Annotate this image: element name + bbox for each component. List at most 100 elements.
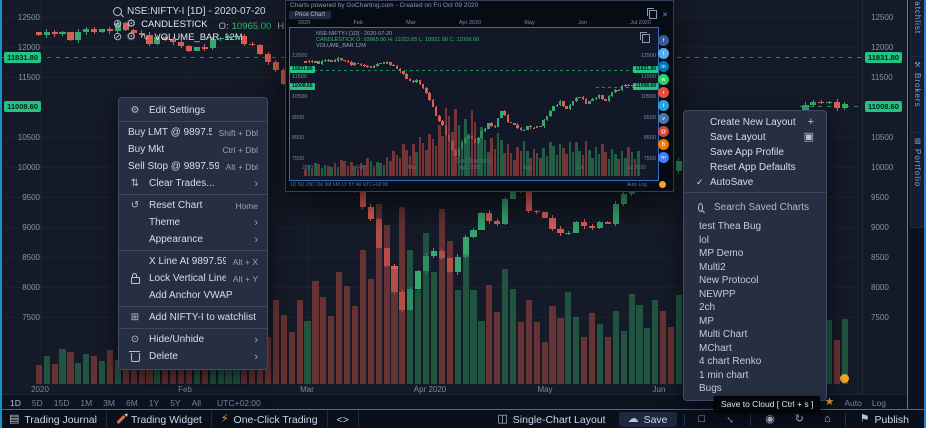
symbol-title: NSE:NIFTY-I [1D] - 2020-07-20 bbox=[127, 6, 266, 17]
exchange-button[interactable]: ⌂ bbox=[815, 410, 840, 428]
saved-chart-multi-chart[interactable]: Multi Chart bbox=[699, 329, 748, 340]
saved-chart-4-chart-renko[interactable]: 4 chart Renko bbox=[699, 356, 762, 367]
context-menu-item-buy-mkt[interactable]: Buy Mkt Ctrl + Dbl bbox=[119, 141, 267, 158]
range-1m[interactable]: 1M bbox=[80, 397, 93, 408]
layout-menu-item-reset-app-defaults[interactable]: Reset App Defaults bbox=[684, 160, 826, 175]
context-menu-item-delete[interactable]: Delete › bbox=[119, 348, 267, 365]
saved-chart-test-thea-bug[interactable]: test Thea Bug bbox=[699, 221, 762, 232]
share-twitter-icon[interactable]: t bbox=[658, 48, 669, 59]
saved-chart-2ch[interactable]: 2ch bbox=[699, 302, 716, 313]
trading-widget-button[interactable]: Trading Widget bbox=[107, 410, 212, 428]
right-price-axis[interactable]: 12500 12000 11500 10500 10000 9500 9000 8500 800… bbox=[862, 0, 925, 394]
save-button[interactable]: ☁ Save bbox=[618, 412, 677, 427]
saved-chart-multi2[interactable]: Multi2 bbox=[699, 261, 726, 273]
range-15d[interactable]: 15D bbox=[53, 397, 70, 408]
side-tab-brokers[interactable]: ⚒ Brokers bbox=[910, 56, 925, 138]
publish-button[interactable]: ⚑ Publish bbox=[851, 410, 918, 428]
context-menu-item-edit-settings[interactable]: ⚙ Edit Settings bbox=[119, 102, 267, 119]
layout-menu-item-autosave[interactable]: ✓ AutoSave bbox=[684, 175, 826, 190]
range-5y[interactable]: 5Y bbox=[170, 397, 181, 408]
context-menu-item-clear-trades[interactable]: ⇅ Clear Trades... › bbox=[119, 175, 267, 192]
context-menu-item-add-nifty-i-to-watchlist[interactable]: ⊞ Add NIFTY-I to watchlist bbox=[119, 309, 267, 326]
square-icon: □ bbox=[698, 413, 706, 425]
side-tab-watchlist[interactable]: ≡Watchlist bbox=[910, 0, 925, 60]
screenshot-button[interactable]: ◉ bbox=[756, 410, 784, 428]
context-menu-item-theme[interactable]: Theme › bbox=[119, 214, 267, 231]
context-menu-item-sell-stop-9897-59[interactable]: Sell Stop @ 9897.59 Alt + Dbl bbox=[119, 158, 267, 175]
one-click-trading-button[interactable]: ⚡ One-Click Trading bbox=[212, 410, 328, 428]
context-menu-item-add-anchor-vwap[interactable]: Add Anchor VWAP bbox=[119, 287, 267, 304]
price-tick: 10500 bbox=[871, 133, 894, 142]
saved-chart-bugs[interactable]: Bugs bbox=[699, 383, 722, 394]
saved-chart-lol[interactable]: lol bbox=[699, 234, 710, 246]
context-menu-item-buy-lmt-9897-59[interactable]: Buy LMT @ 9897.59 Shift + Dbl bbox=[119, 124, 267, 141]
popup-legend: NSE:NIFTY-I [1D] - 2020-07-20 CANDLESTIC… bbox=[316, 31, 479, 49]
price-tick: 12000 bbox=[871, 43, 894, 52]
study-icons: ⊘ ⚙ ∿ bbox=[113, 32, 149, 43]
layout-menu-item-save-app-profile[interactable]: Save App Profile bbox=[684, 145, 826, 160]
range-5d[interactable]: 5D bbox=[31, 397, 43, 408]
saved-chart-mchart[interactable]: MChart bbox=[699, 342, 732, 354]
popup-chart-canvas[interactable]: NSE:NIFTY-I [1D] - 2020-07-20 CANDLESTIC… bbox=[289, 27, 659, 181]
search-input[interactable] bbox=[712, 201, 812, 214]
fullscreen-button[interactable]: ↔ bbox=[716, 410, 745, 428]
trading-journal-button[interactable]: ▤ Trading Journal bbox=[0, 410, 107, 428]
context-menu-item-lock-vertical-line[interactable]: Lock Vertical Line Alt + Y bbox=[119, 270, 267, 287]
side-tab-portfolio[interactable]: ▥ Portfolio bbox=[910, 132, 925, 228]
layout-menu-item-create-new-layout[interactable]: Create New Layout + bbox=[684, 115, 826, 130]
timezone-label[interactable]: UTC+02:00 bbox=[217, 397, 261, 408]
panel-toggle-button[interactable]: □ bbox=[690, 410, 715, 428]
share-linkedin-icon[interactable]: in bbox=[658, 61, 669, 72]
copy-chart-icon[interactable] bbox=[640, 32, 650, 43]
popup-close-icon[interactable]: ✕ bbox=[662, 11, 668, 19]
share-messenger-icon[interactable]: m bbox=[658, 152, 669, 163]
reload-button[interactable]: ↻ bbox=[786, 410, 813, 428]
button-label: Trading Journal bbox=[24, 413, 97, 426]
share-blogger-icon[interactable]: B bbox=[658, 139, 669, 150]
share-vk-icon[interactable]: v bbox=[658, 113, 669, 124]
share-gmail-icon[interactable]: @ bbox=[658, 126, 669, 137]
price-badge: 11008.60 bbox=[865, 100, 902, 112]
save-icon: ▣ bbox=[803, 131, 814, 143]
search-icon bbox=[113, 6, 122, 16]
pencil-icon bbox=[116, 414, 126, 425]
saved-chart-mp[interactable]: MP bbox=[699, 315, 714, 327]
popup-time-tick: Mar bbox=[406, 20, 416, 26]
range-1d[interactable]: 1D bbox=[10, 397, 21, 408]
saved-chart-1-min-chart[interactable]: 1 min chart bbox=[699, 369, 749, 381]
saved-chart-mp-demo[interactable]: MP Demo bbox=[699, 248, 744, 259]
context-menu-item-hide-unhide[interactable]: ⊙ Hide/Unhide › bbox=[119, 331, 267, 348]
bottom-toolbar-right: ◫ Single-Chart Layout ☁ Save □ ↔ ◉ ↻ ⌂ ⚑ Publish bbox=[488, 410, 926, 428]
saved-chart-new-protocol[interactable]: New Protocol bbox=[699, 275, 759, 286]
share-reddit-icon[interactable]: r bbox=[658, 87, 669, 98]
context-menu-item-reset-chart[interactable]: ↺ Reset Chart Home bbox=[119, 197, 267, 214]
expand-icon: ↔ bbox=[722, 411, 740, 428]
share-facebook-icon[interactable]: f bbox=[658, 35, 669, 46]
gear-icon: ⚙ bbox=[126, 18, 137, 30]
menu-icon-slot: ↺ bbox=[128, 200, 142, 211]
saved-chart-newpp[interactable]: NEWPP bbox=[699, 288, 736, 300]
share-telegram-icon[interactable]: t bbox=[658, 100, 669, 111]
range-6m[interactable]: 6M bbox=[125, 397, 138, 408]
popup-tab-price-chart[interactable]: Price Chart bbox=[289, 10, 332, 19]
code-panel-button[interactable]: <> bbox=[328, 410, 359, 428]
context-menu-item-appearance[interactable]: Appearance › bbox=[119, 231, 267, 248]
popup-copy-icon[interactable] bbox=[647, 8, 658, 19]
share-whatsapp-icon[interactable]: w bbox=[658, 74, 669, 85]
tools-icon: ⚒ bbox=[914, 62, 921, 69]
context-menu-item-x-line-at-9897-59[interactable]: X Line At 9897.59 Alt + X bbox=[119, 253, 267, 270]
star-icon[interactable]: ★ bbox=[824, 396, 835, 408]
range-all[interactable]: All bbox=[191, 397, 202, 408]
range-1y[interactable]: 1Y bbox=[148, 397, 160, 408]
log-scale-toggle[interactable]: Log bbox=[871, 397, 886, 408]
save-tooltip: Save to Cloud [ Ctrl + s ] bbox=[714, 396, 821, 412]
layout-menu-item-save-layout[interactable]: Save Layout ▣ bbox=[684, 130, 826, 145]
cloud-icon: ☁ bbox=[627, 413, 639, 425]
single-chart-layout-button[interactable]: ◫ Single-Chart Layout bbox=[488, 410, 614, 428]
range-3m[interactable]: 3M bbox=[103, 397, 115, 408]
time-tick: May bbox=[537, 385, 553, 394]
auto-scale-toggle[interactable]: Auto bbox=[844, 397, 862, 408]
time-axis[interactable]: 2020 Feb Mar Apr 2020 May Jun bbox=[0, 384, 908, 396]
